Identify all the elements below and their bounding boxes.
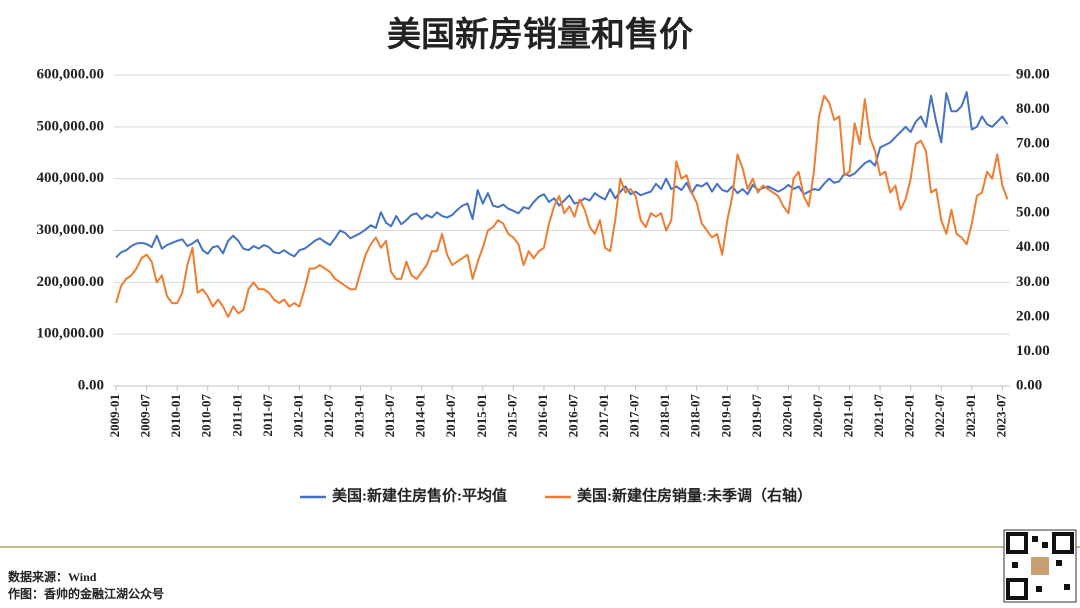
x-tick-label: 2017-01 [596,394,611,437]
y2-tick-label: 50.00 [1016,205,1050,221]
y2-tick-label: 60.00 [1016,170,1050,186]
source-note: 数据来源：Wind [8,569,97,584]
y2-tick-label: 90.00 [1016,66,1050,82]
y-tick-label: 300,000.00 [37,222,105,238]
x-tick-label: 2012-07 [321,394,336,438]
y2-tick-label: 80.00 [1016,101,1050,117]
x-tick-label: 2010-07 [199,394,214,438]
x-tick-label: 2015-07 [504,394,519,438]
y2-tick-label: 40.00 [1016,239,1050,255]
x-tick-label: 2020-01 [779,394,794,437]
series-line [115,91,1009,259]
x-tick-label: 2012-01 [290,394,305,437]
x-tick-label: 2009-01 [107,394,122,437]
x-tick-label: 2019-07 [749,394,764,438]
x-tick-label: 2018-07 [688,394,703,438]
x-tick-label: 2015-01 [474,394,489,437]
legend-label: 美国:新建住房销量:未季调（右轴） [577,486,812,504]
x-tick-label: 2023-07 [993,394,1008,438]
y2-tick-label: 70.00 [1016,136,1050,152]
x-tick-label: 2014-01 [413,394,428,437]
x-tick-label: 2011-07 [260,394,275,437]
x-tick-label: 2009-07 [138,394,153,438]
x-tick-label: 2013-01 [352,394,367,437]
y-tick-label: 200,000.00 [37,274,105,290]
x-tick-label: 2018-01 [657,394,672,437]
y-tick-label: 0.00 [78,377,104,393]
x-tick-label: 2021-01 [841,394,856,437]
x-tick-label: 2022-07 [932,394,947,438]
x-tick-label: 2016-07 [565,394,580,438]
x-tick-label: 2013-07 [382,394,397,438]
y2-tick-label: 30.00 [1016,274,1050,290]
chart-title: 美国新房销量和售价 [387,16,693,54]
y-tick-label: 400,000.00 [37,170,105,186]
x-tick-label: 2022-01 [902,394,917,437]
x-tick-label: 2016-01 [535,394,550,437]
x-tick-label: 2019-01 [718,394,733,437]
x-tick-label: 2020-07 [810,394,825,438]
legend-label: 美国:新建住房售价:平均值 [332,486,507,504]
x-tick-label: 2017-07 [627,394,642,438]
x-tick-label: 2021-07 [871,394,886,438]
y-tick-label: 600,000.00 [37,66,105,82]
x-tick-label: 2011-01 [229,394,244,437]
y2-tick-label: 20.00 [1016,308,1050,324]
y2-tick-label: 10.00 [1016,343,1050,359]
x-tick-label: 2023-01 [963,394,978,437]
x-tick-label: 2014-07 [443,394,458,438]
y-tick-label: 100,000.00 [37,326,105,342]
y-tick-label: 500,000.00 [37,118,105,134]
y2-tick-label: 0.00 [1016,377,1042,393]
x-tick-label: 2010-01 [168,394,183,437]
author-note: 作图：香帅的金融江湖公众号 [8,586,164,601]
series-line [115,94,1009,318]
qr-code [1003,529,1077,603]
